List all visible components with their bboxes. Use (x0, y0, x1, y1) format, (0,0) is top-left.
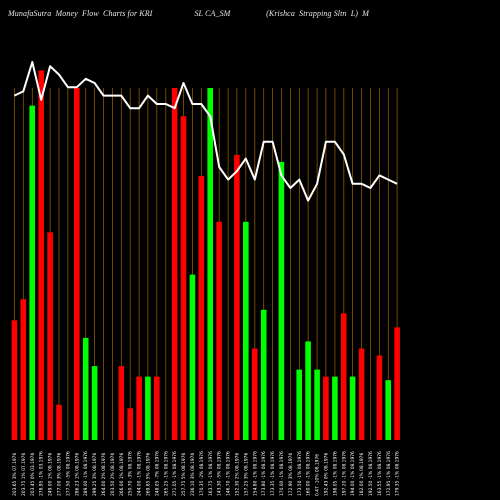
bar (145, 376, 151, 440)
bar (189, 274, 196, 440)
x-tick-label: 173.80 -1% 08.1976 (261, 451, 267, 496)
x-tick-label: 192.43 0% 08.1976 (323, 453, 329, 496)
bar (385, 380, 391, 440)
x-tick-label: 198.05 -1% 08.1976 (332, 451, 338, 496)
bar (251, 348, 258, 440)
x-tick-label: 264.00 2% 08.1976 (101, 453, 107, 496)
x-tick-label: 152.30 2% 08.1976 (234, 453, 240, 496)
x-tick-label: 269.85 5% 08.1976 (145, 453, 151, 496)
x-tick-label: 173.50 -1% 08.1976 (297, 451, 303, 496)
bar (296, 369, 302, 440)
bar (376, 355, 383, 440)
x-tick-labels: 203.65 3% 07.1976 203.75 1% 07.1976 203.45… (12, 451, 401, 496)
x-tick-label: 248.05 -7% 08.1976 (154, 451, 160, 496)
bar (11, 320, 18, 440)
bar (56, 404, 62, 440)
x-tick-label: 0.47 -10% 08.1976 (315, 454, 321, 496)
x-tick-label: 257.75 5% 08.1976 (181, 453, 187, 496)
x-tick-label: 203.75 1% 07.1976 (21, 453, 27, 496)
x-tick-label: 154.80 -1% 08.1976 (252, 451, 258, 496)
x-tick-label: 179.35 -1% 08.1976 (395, 451, 401, 496)
x-tick-label: 192.50 -1% 08.1976 (368, 451, 374, 496)
bar (332, 376, 338, 440)
x-tick-label: 278.95 -1% 03.1976 (39, 451, 45, 496)
bar (38, 70, 44, 441)
x-tick-label: 143.30 -5% 08.1976 (217, 451, 223, 496)
x-tick-label: 170.35 -2% 08.1976 (199, 451, 205, 496)
bar (349, 376, 356, 440)
x-tick-label: 172.90 3% 08.1976 (288, 453, 294, 496)
x-tick-label: 160.00 -1% 08.1976 (306, 451, 312, 496)
bar (82, 337, 89, 440)
x-tick-label: 249.00 1% 08.1976 (48, 453, 54, 496)
x-tick-label: 203.65 3% 07.1976 (12, 453, 18, 496)
x-tick-label: 299.25 3% 08.1976 (92, 453, 98, 496)
bar (394, 327, 400, 440)
bar (340, 313, 347, 440)
x-tick-label: 265.25 -1% 08.1976 (163, 451, 169, 496)
bar (234, 154, 240, 440)
x-tick-label: 271.05 -1% 08.1976 (172, 451, 178, 496)
bar (207, 88, 213, 440)
x-tick-label: 277.50 -5% 08.1976 (65, 451, 71, 496)
gridlines (13, 88, 398, 440)
x-tick-label: 163.75 -1% 08.1976 (208, 451, 214, 496)
x-tick-label: 194.00 -1% 08.1976 (350, 451, 356, 496)
bar (314, 369, 320, 440)
chart-title: MunafaSutra Money Flow Charts for KRI SL… (8, 9, 370, 18)
bar (127, 408, 133, 440)
x-tick-label: 173.35 -1% 08.1976 (270, 451, 276, 496)
bar (20, 299, 27, 440)
bar (323, 376, 329, 440)
x-tick-label: 172.95 -1% 08.1976 (386, 451, 392, 496)
x-tick-label: 197.20 -1% 08.1976 (341, 451, 347, 496)
x-tick-label: 182.00 1% 08.1976 (359, 453, 365, 496)
x-tick-label: 203.45 0% 03.1976 (30, 453, 36, 496)
x-tick-label: 277.00 3% 08.1976 (57, 453, 63, 496)
x-tick-label: 163.55 -1% 08.1976 (377, 451, 383, 496)
bar (216, 221, 222, 440)
x-tick-label: 266.00 1% 08.1976 (119, 453, 125, 496)
bar (91, 366, 98, 440)
bar (305, 341, 311, 440)
x-tick-label: 250.70 -3% 08.1976 (128, 451, 134, 496)
bar (180, 116, 187, 440)
bar (118, 366, 125, 440)
bar (198, 176, 205, 440)
money-flow-line (13, 61, 398, 202)
bars (11, 70, 400, 441)
x-tick-label: 170.00 -1% 08.1976 (279, 451, 285, 496)
bar (136, 376, 142, 440)
bar (29, 105, 35, 440)
x-tick-label: 286.23 1% 08.1976 (74, 453, 80, 496)
x-tick-label: 203.50 2% 08.1976 (110, 453, 116, 496)
bar (74, 88, 80, 440)
x-tick-label: 236.10 3% 08.1976 (190, 453, 196, 496)
x-tick-label: 157.25 3% 08.1976 (243, 453, 249, 496)
bar (171, 88, 178, 440)
bar (154, 376, 160, 440)
bar (243, 221, 249, 440)
bar (358, 348, 365, 440)
x-tick-label: 146.70 -1% 08.1976 (226, 451, 232, 496)
bar (260, 309, 267, 440)
x-tick-label: 244.00 -1% 08.1976 (137, 451, 143, 496)
bar (47, 232, 53, 440)
x-tick-label: 289.00 -1% 08.1976 (83, 451, 89, 496)
bar (278, 161, 285, 440)
